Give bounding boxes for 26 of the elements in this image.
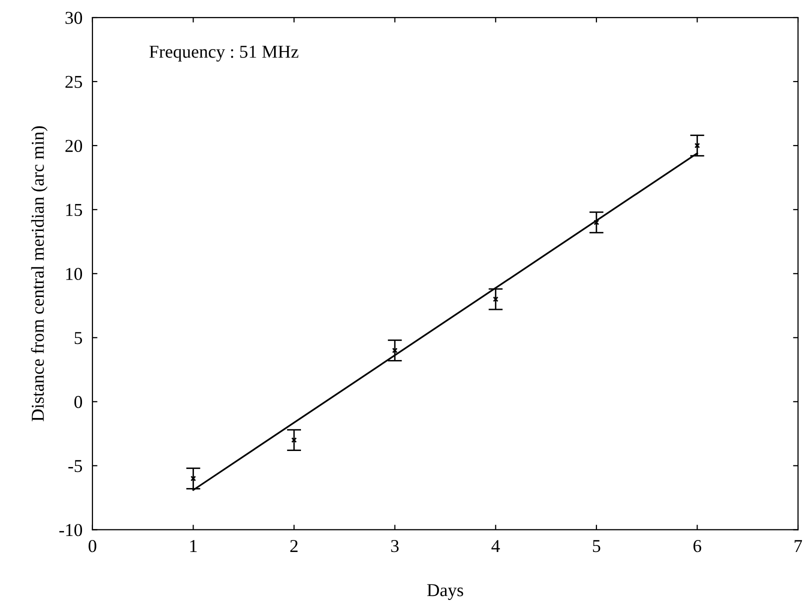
x-tick-label: 7: [794, 540, 802, 552]
point: [594, 220, 600, 226]
x-tick-label: 4: [491, 540, 500, 552]
x-tick-label: 2: [290, 540, 298, 552]
y-tick-label: 5: [74, 332, 82, 344]
x-tick-label: 3: [391, 540, 399, 552]
y-tick-label: 30: [66, 12, 82, 24]
y-tick-label: 0: [74, 396, 82, 408]
point: [392, 348, 398, 354]
y-tick-label: -5: [68, 460, 82, 472]
x-tick-label: 1: [190, 540, 197, 552]
y-tick-label: 10: [66, 268, 82, 280]
x-tick-label: 5: [592, 540, 600, 552]
point: [694, 142, 700, 148]
annotation: Frequency : 51 MHz: [149, 46, 298, 62]
point: [190, 476, 196, 482]
y-tick-label: 20: [65, 140, 82, 152]
y-tick-label: 25: [65, 76, 82, 88]
y-tick-label: 15: [66, 204, 82, 216]
point: [291, 437, 297, 443]
y-tick-label: -10: [59, 524, 82, 536]
x-axis-title: Days: [427, 584, 464, 600]
x-tick-label: 6: [693, 540, 702, 552]
point: [492, 296, 498, 302]
x-tick-label: 0: [88, 540, 96, 552]
y-axis-title: Distance from central meridian (arc min): [30, 126, 48, 422]
